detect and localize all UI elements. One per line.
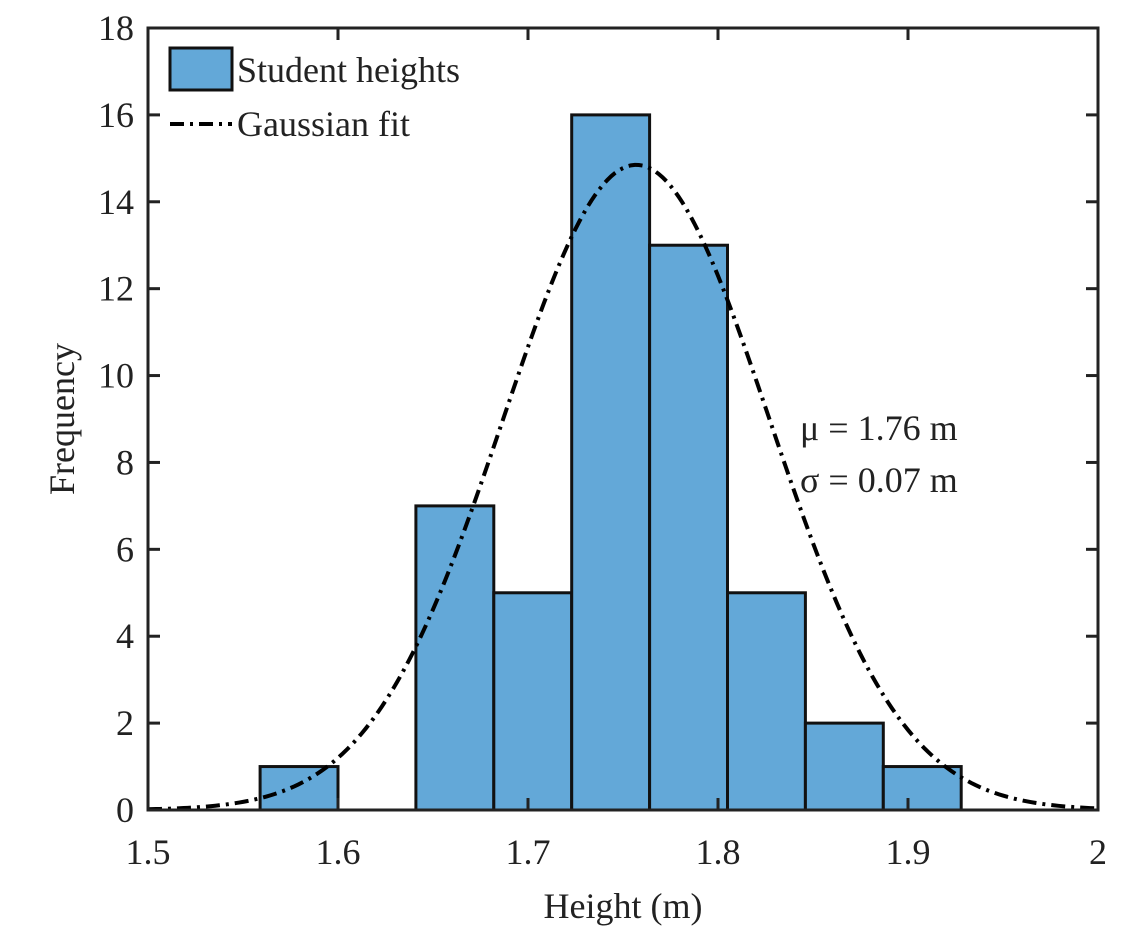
- x-tick-label: 1.7: [506, 832, 551, 872]
- y-tick-label: 16: [98, 95, 134, 135]
- legend-swatch-histogram: [168, 46, 234, 92]
- y-tick-label: 12: [98, 269, 134, 309]
- gaussian-fit-layer: [147, 162, 1099, 812]
- y-tick-label: 2: [116, 703, 134, 743]
- histogram-bar: [881, 765, 963, 812]
- x-tick-label: 1.5: [126, 832, 171, 872]
- y-tick-label: 8: [116, 442, 134, 482]
- histogram-bar: [803, 721, 885, 812]
- histogram-bar: [648, 243, 729, 812]
- histogram-bar: [726, 591, 807, 812]
- legend-label-fit: Gaussian fit: [237, 104, 410, 144]
- y-axis-label: Frequency: [42, 343, 82, 495]
- plot-frame: [146, 26, 1100, 812]
- y-axis-ticks: 0 2 4 6 8 10 12 14 16 18: [98, 8, 1098, 830]
- x-tick-label: 1.6: [316, 832, 361, 872]
- y-tick-label: 6: [116, 529, 134, 569]
- x-axis-ticks: 1.5 1.6 1.7 1.8 1.9 2: [126, 28, 1107, 872]
- annotation-sigma: σ = 0.07 m: [800, 460, 958, 500]
- x-axis-label: Height (m): [544, 886, 703, 926]
- annotation-mu: μ = 1.76 m: [800, 408, 958, 448]
- histogram-bar: [492, 591, 574, 812]
- gaussian-fit-line: [147, 162, 1099, 812]
- x-tick-label: 2: [1089, 832, 1107, 872]
- y-tick-label: 14: [98, 182, 134, 222]
- y-tick-label: 18: [98, 8, 134, 48]
- histogram-bars: [258, 113, 963, 812]
- y-tick-label: 10: [98, 356, 134, 396]
- y-tick-label: 4: [116, 616, 134, 656]
- x-tick-label: 1.9: [886, 832, 931, 872]
- histogram-bar: [258, 765, 340, 812]
- histogram-bar: [570, 113, 652, 812]
- y-tick-label: 0: [116, 790, 134, 830]
- legend-label-histogram: Student heights: [237, 50, 460, 90]
- legend: Student heights Gaussian fit: [168, 46, 460, 144]
- x-tick-label: 1.8: [696, 832, 741, 872]
